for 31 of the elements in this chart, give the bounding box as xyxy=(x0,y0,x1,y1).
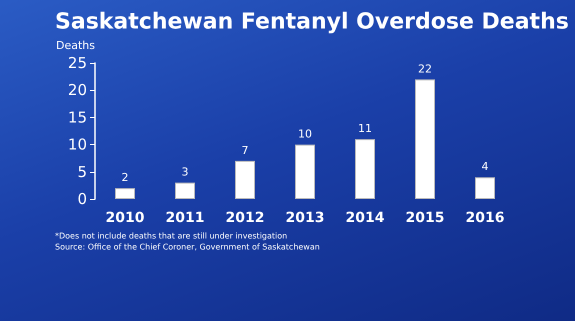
y-axis-title: Deaths xyxy=(56,39,96,52)
data-label: 2 xyxy=(122,171,128,184)
x-tick-label: 2010 xyxy=(106,210,145,226)
y-tick-label: 5 xyxy=(77,162,87,181)
x-tick-label: 2016 xyxy=(466,210,504,226)
x-tick-label: 2015 xyxy=(406,210,444,226)
source-note: Source: Office of the Chief Coroner, Government of Saskatchewan xyxy=(55,242,320,252)
data-label: 4 xyxy=(482,160,488,174)
data-label: 10 xyxy=(298,128,312,141)
bar xyxy=(295,144,315,199)
bar xyxy=(355,139,375,199)
data-label: 11 xyxy=(358,122,372,136)
data-label: 3 xyxy=(182,166,188,179)
chart-title: Saskatchewan Fentanyl Overdose Deaths xyxy=(55,10,569,34)
bar xyxy=(415,79,435,199)
data-label: 22 xyxy=(418,62,432,76)
y-tick-label: 0 xyxy=(77,190,87,208)
text: *Does not include deaths that are still under investigation xyxy=(55,232,288,240)
x-tick-label: 2012 xyxy=(226,210,264,226)
bar xyxy=(475,177,495,199)
x-tick-label: 2014 xyxy=(346,210,385,226)
y-tick-label: 15 xyxy=(68,108,87,126)
data-label: 7 xyxy=(242,144,248,157)
x-tick-label: 2013 xyxy=(286,210,324,226)
y-tick-label: 10 xyxy=(68,136,87,154)
bar xyxy=(235,160,255,199)
y-tick-label: 25 xyxy=(68,54,87,72)
bar xyxy=(115,188,135,199)
bar xyxy=(175,182,195,199)
y-tick-label: 20 xyxy=(68,81,87,100)
x-tick-label: 2011 xyxy=(166,210,204,226)
